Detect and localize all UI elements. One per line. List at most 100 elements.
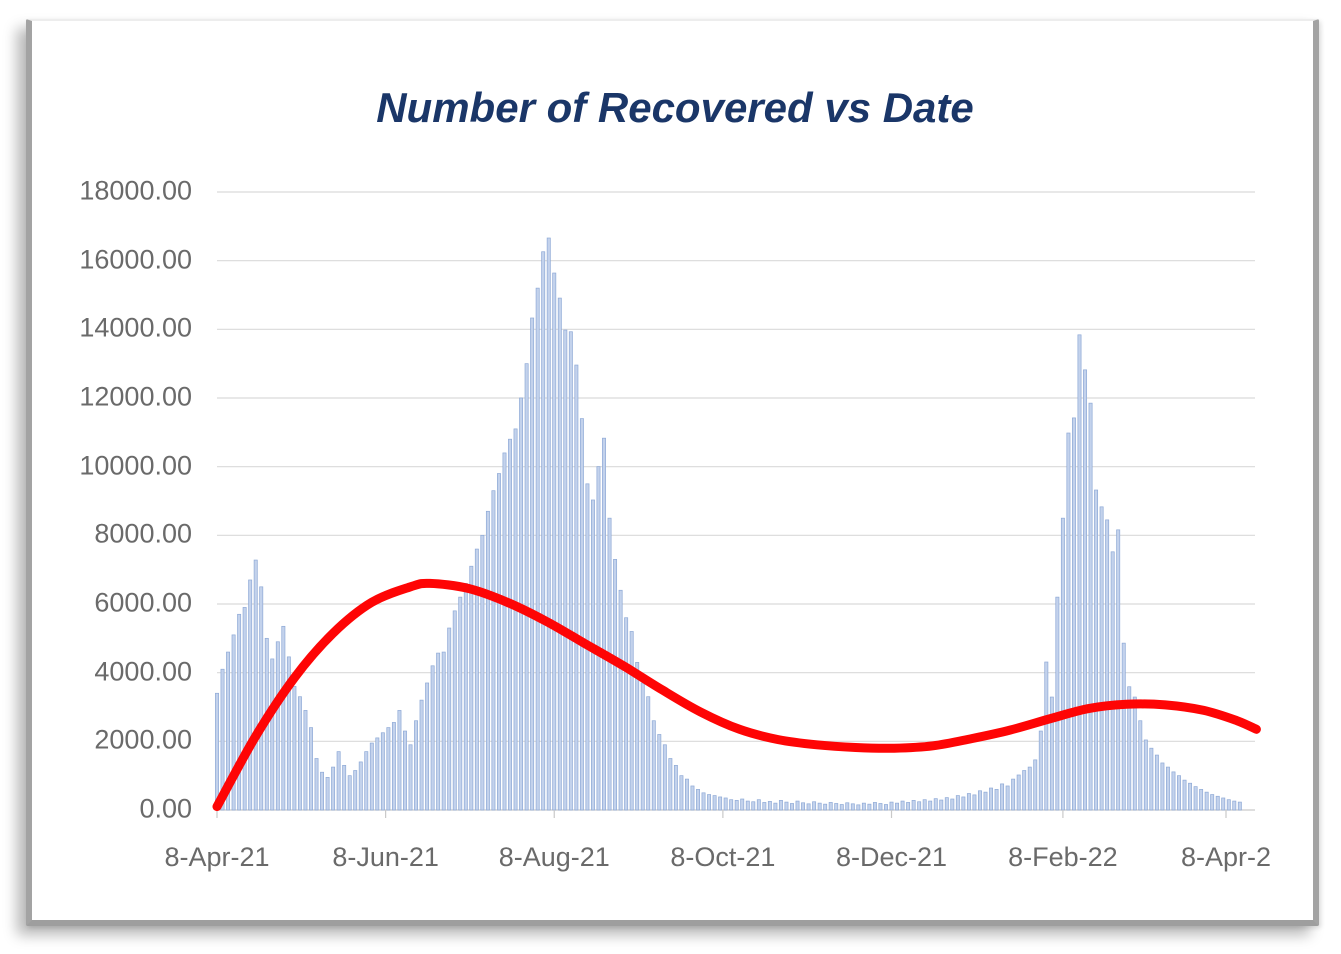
- bar: [336, 751, 341, 811]
- bar: [226, 651, 231, 811]
- bar: [624, 617, 629, 811]
- bar: [314, 758, 319, 811]
- trend-line: [212, 578, 1261, 812]
- bar: [684, 778, 689, 811]
- y-tick-label: 16000.00: [79, 243, 192, 274]
- bar: [353, 770, 358, 811]
- bar: [563, 329, 568, 811]
- bar: [215, 692, 219, 811]
- bar: [922, 799, 927, 811]
- bar: [380, 732, 385, 811]
- bar: [668, 758, 673, 811]
- bar: [978, 790, 982, 811]
- bar: [1210, 794, 1215, 811]
- bar: [1116, 529, 1121, 811]
- bar: [767, 801, 772, 811]
- bar: [309, 727, 313, 811]
- bar: [718, 796, 723, 811]
- bar: [607, 517, 612, 811]
- bar: [729, 799, 734, 811]
- bar: [275, 641, 280, 811]
- bar: [618, 589, 623, 811]
- bar: [1038, 730, 1043, 811]
- bar: [1160, 762, 1165, 811]
- bar: [906, 802, 911, 811]
- bar: [397, 710, 402, 811]
- bar: [723, 797, 728, 811]
- bar: [1088, 402, 1093, 811]
- bar: [839, 804, 844, 811]
- bar: [884, 804, 888, 811]
- bar: [900, 800, 905, 811]
- bar: [1165, 766, 1170, 811]
- bar: [1094, 489, 1099, 811]
- bar: [1143, 739, 1148, 811]
- y-tick-label: 14000.00: [79, 312, 192, 343]
- bar: [801, 802, 806, 811]
- bar: [292, 686, 297, 811]
- bar: [253, 559, 258, 811]
- bar: [845, 802, 850, 811]
- bar: [806, 803, 811, 811]
- gridlines: [217, 191, 1255, 811]
- bar: [795, 800, 800, 811]
- bar: [651, 720, 656, 811]
- bar: [635, 662, 640, 811]
- bar: [497, 473, 501, 811]
- bar: [358, 761, 363, 811]
- bar: [1099, 506, 1104, 811]
- bar: [591, 499, 595, 811]
- bar: [414, 720, 418, 811]
- bar: [270, 658, 275, 811]
- bar: [878, 803, 883, 811]
- bar: [895, 802, 899, 811]
- bar: [856, 804, 861, 811]
- bar: [939, 799, 944, 811]
- bars-series: [215, 237, 1242, 811]
- bar: [248, 579, 253, 811]
- bar: [762, 802, 767, 811]
- bar: [242, 607, 247, 811]
- bar: [1083, 369, 1087, 811]
- bar: [502, 452, 507, 811]
- y-tick-label: 6000.00: [94, 587, 192, 618]
- bar: [1016, 774, 1021, 811]
- bar: [552, 272, 557, 811]
- bar: [469, 565, 474, 811]
- bar: [408, 744, 413, 811]
- bar: [1215, 795, 1220, 811]
- bar: [784, 801, 789, 811]
- bar: [961, 796, 966, 811]
- bar: [391, 722, 396, 811]
- bar: [364, 751, 369, 811]
- bar: [911, 800, 916, 811]
- bar: [325, 777, 330, 811]
- bar: [463, 583, 468, 811]
- bar: [1105, 519, 1110, 811]
- bar: [673, 765, 678, 811]
- bar: [386, 727, 391, 811]
- bar: [1188, 782, 1193, 811]
- bar: [756, 799, 761, 811]
- bar: [734, 800, 739, 811]
- y-tick-label: 0.00: [139, 793, 192, 824]
- trend-path: [212, 578, 1261, 812]
- bar: [1066, 432, 1071, 811]
- bar: [458, 596, 463, 811]
- x-tick-label: 8-Apr-21: [164, 842, 270, 872]
- bar: [485, 510, 490, 811]
- bar: [596, 466, 601, 811]
- bar: [646, 696, 651, 811]
- bar: [889, 801, 894, 811]
- bar: [707, 794, 712, 811]
- bar: [966, 793, 971, 811]
- bar: [1199, 789, 1204, 811]
- bar: [286, 656, 291, 811]
- bar: [828, 802, 833, 811]
- x-tick-label: 8-Apr-2: [1180, 842, 1272, 872]
- bar: [662, 744, 667, 811]
- bar: [1055, 596, 1060, 811]
- bar: [1171, 771, 1176, 811]
- y-tick-label: 12000.00: [79, 381, 192, 412]
